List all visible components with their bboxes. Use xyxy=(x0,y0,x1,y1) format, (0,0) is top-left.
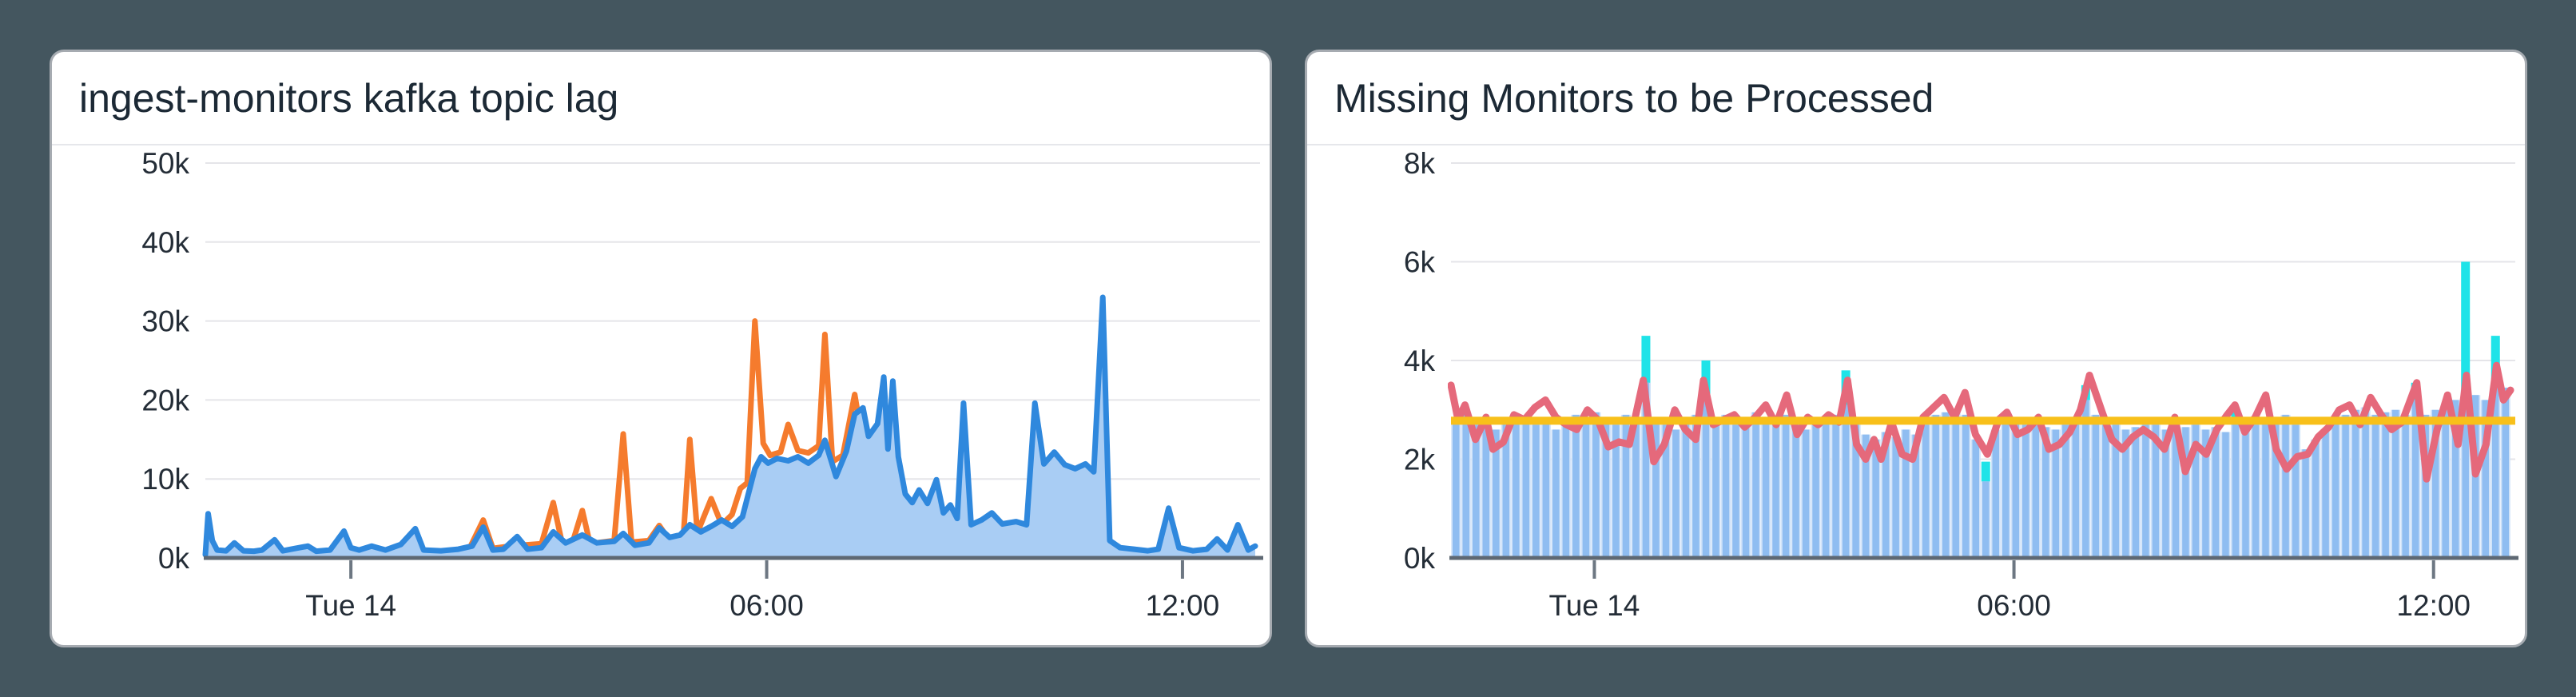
y-tick-label: 10k xyxy=(141,463,189,496)
panel-kafka-topic-lag: ingest-monitors kafka topic lag 0k 10k 20k… xyxy=(50,50,1272,647)
y-tick-label: 20k xyxy=(141,384,189,416)
y-tick-label: 8k xyxy=(1404,147,1436,180)
y-tick-label: 50k xyxy=(141,147,189,180)
x-tick-label: Tue 14 xyxy=(1549,589,1640,622)
missing-monitors-chart[interactable]: 0k 2k 4k 6k 8k Tue 14 06:00 12:00 xyxy=(1307,145,2525,643)
y-tick-label: 0k xyxy=(158,542,190,575)
kafka-lag-chart[interactable]: 0k 10k 20k 30k 40k 50k Tue 14 06:00 12:00 xyxy=(52,145,1270,643)
panel-title-missing-monitors: Missing Monitors to be Processed xyxy=(1307,52,2525,145)
x-tick-label: Tue 14 xyxy=(305,589,396,622)
y-tick-label: 4k xyxy=(1404,345,1436,377)
y-tick-label: 40k xyxy=(141,226,189,259)
x-tick-label: 12:00 xyxy=(1146,589,1220,622)
y-tick-label: 0k xyxy=(1404,542,1436,575)
x-tick-label: 06:00 xyxy=(729,589,804,622)
y-tick-label: 2k xyxy=(1404,444,1436,476)
y-tick-label: 30k xyxy=(141,305,189,338)
x-tick-label: 12:00 xyxy=(2396,589,2471,622)
panel-title-kafka-lag: ingest-monitors kafka topic lag xyxy=(52,52,1270,145)
panel-missing-monitors: Missing Monitors to be Processed 0k 2k 4k 6… xyxy=(1305,50,2527,647)
x-tick-label: 06:00 xyxy=(1977,589,2051,622)
y-tick-label: 6k xyxy=(1404,246,1436,279)
